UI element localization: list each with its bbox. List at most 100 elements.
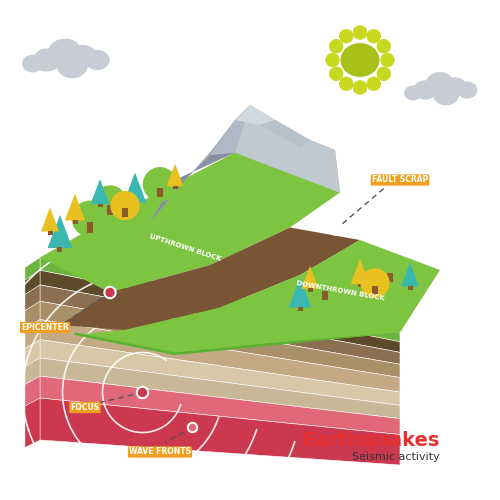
Polygon shape (25, 285, 40, 310)
Text: FOCUS: FOCUS (70, 403, 100, 412)
Polygon shape (150, 105, 340, 222)
Text: WAVE FRONTS: WAVE FRONTS (129, 448, 191, 456)
Polygon shape (289, 278, 311, 308)
Ellipse shape (414, 81, 436, 99)
Polygon shape (40, 376, 400, 434)
Polygon shape (40, 258, 400, 342)
Circle shape (190, 424, 196, 430)
Polygon shape (40, 398, 400, 465)
Bar (157, 188, 163, 198)
Polygon shape (260, 120, 310, 148)
Polygon shape (75, 240, 440, 355)
Circle shape (381, 54, 394, 66)
Ellipse shape (458, 82, 476, 98)
Polygon shape (65, 194, 85, 220)
Polygon shape (25, 340, 40, 366)
Bar (48, 231, 52, 234)
Polygon shape (75, 332, 400, 355)
Polygon shape (25, 398, 40, 448)
Polygon shape (124, 172, 146, 203)
Polygon shape (25, 376, 40, 406)
Circle shape (94, 186, 126, 218)
Ellipse shape (426, 72, 454, 95)
Bar (132, 202, 138, 206)
Bar (122, 208, 128, 216)
Ellipse shape (48, 40, 82, 66)
Circle shape (330, 225, 340, 235)
Bar (408, 286, 412, 290)
Circle shape (310, 272, 340, 302)
Circle shape (188, 422, 198, 432)
Circle shape (378, 40, 390, 52)
Text: Seismic activity: Seismic activity (352, 452, 440, 462)
Circle shape (72, 201, 108, 236)
Bar (87, 222, 93, 232)
Polygon shape (90, 179, 110, 204)
Ellipse shape (86, 50, 109, 70)
Bar (372, 286, 378, 294)
Ellipse shape (58, 54, 87, 78)
Circle shape (367, 78, 380, 90)
Polygon shape (40, 285, 400, 364)
Circle shape (367, 30, 380, 43)
Polygon shape (40, 340, 400, 406)
Bar (107, 205, 113, 215)
Bar (98, 204, 102, 208)
Polygon shape (210, 105, 250, 155)
Polygon shape (25, 302, 40, 328)
Polygon shape (25, 258, 40, 280)
Polygon shape (25, 270, 40, 294)
Bar (358, 284, 362, 288)
Text: FAULT SCRAP: FAULT SCRAP (372, 176, 428, 184)
Circle shape (330, 40, 342, 52)
Ellipse shape (444, 78, 466, 96)
Circle shape (378, 67, 390, 80)
Ellipse shape (405, 86, 421, 100)
Text: DOWNTHROWN BLOCK: DOWNTHROWN BLOCK (296, 280, 384, 301)
Ellipse shape (34, 49, 60, 71)
Bar (308, 288, 312, 292)
Polygon shape (185, 120, 235, 180)
Polygon shape (25, 358, 40, 384)
Polygon shape (40, 152, 340, 292)
Polygon shape (60, 228, 360, 330)
Polygon shape (401, 262, 419, 286)
Polygon shape (350, 259, 370, 284)
Circle shape (138, 388, 146, 396)
Text: UPTHROWN BLOCK: UPTHROWN BLOCK (148, 233, 222, 262)
Polygon shape (235, 105, 275, 125)
Text: Earthquakes: Earthquakes (302, 430, 440, 450)
Ellipse shape (22, 56, 42, 72)
Ellipse shape (70, 46, 96, 67)
Polygon shape (150, 152, 235, 222)
Circle shape (340, 78, 352, 90)
Circle shape (106, 288, 114, 296)
Ellipse shape (341, 44, 379, 76)
Polygon shape (25, 320, 40, 348)
Bar (298, 306, 302, 311)
Circle shape (136, 386, 148, 398)
Bar (58, 247, 62, 252)
Bar (332, 285, 338, 295)
Bar (172, 186, 178, 189)
Bar (322, 290, 328, 300)
Circle shape (375, 255, 405, 285)
Polygon shape (40, 358, 400, 418)
Text: EPICENTER: EPICENTER (21, 323, 69, 332)
Polygon shape (166, 164, 184, 186)
Bar (72, 220, 78, 224)
Circle shape (330, 67, 342, 80)
Ellipse shape (434, 84, 458, 104)
Polygon shape (235, 105, 340, 192)
Circle shape (340, 30, 353, 43)
Circle shape (111, 192, 139, 220)
Circle shape (361, 269, 389, 297)
Circle shape (144, 168, 176, 200)
Polygon shape (40, 302, 400, 378)
Circle shape (326, 54, 339, 66)
Circle shape (104, 286, 116, 298)
Polygon shape (40, 320, 400, 392)
Circle shape (354, 81, 366, 94)
Polygon shape (40, 270, 400, 352)
Polygon shape (48, 215, 72, 248)
